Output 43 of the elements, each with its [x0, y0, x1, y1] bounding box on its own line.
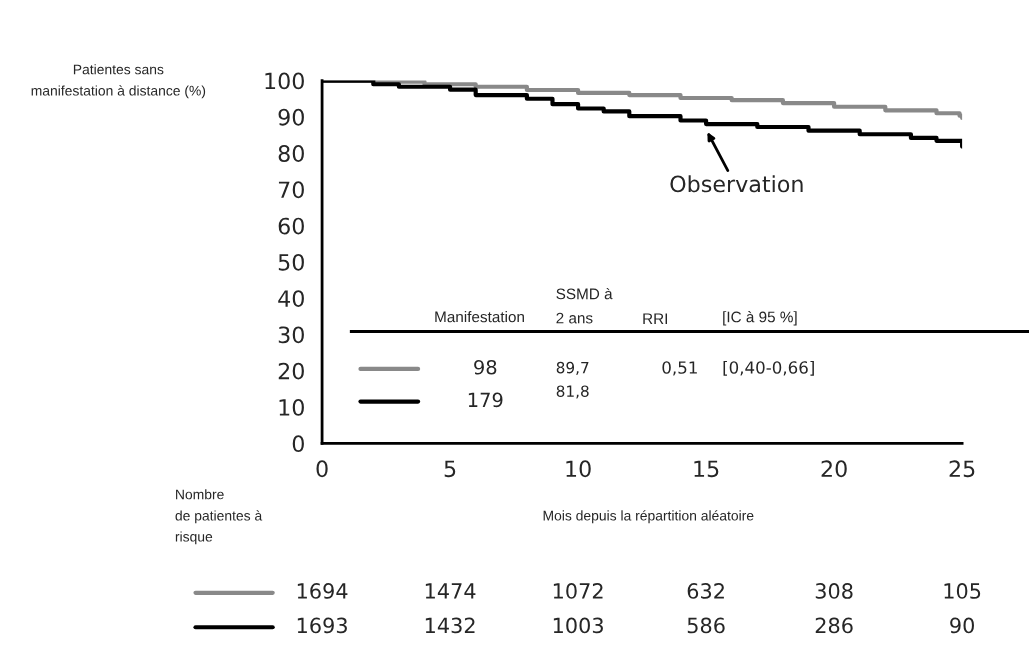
y-tick-label: 40: [278, 290, 304, 307]
x-tick-label: 10: [566, 460, 591, 478]
annotation: 0,51: [662, 361, 697, 376]
annotation: RRI: [643, 313, 667, 324]
text: 90: [950, 617, 974, 634]
y-tick-label: 30: [278, 326, 304, 344]
text: 105: [944, 583, 981, 599]
x-tick-label: 5: [444, 460, 456, 478]
x-tick-label: 20: [821, 460, 847, 478]
x-tick-label: 15: [694, 460, 719, 478]
y-tick-label: 80: [278, 145, 304, 162]
y-tick-label: 70: [278, 181, 304, 199]
text: 1432: [425, 617, 475, 634]
annotation: Manifestation: [435, 311, 524, 323]
text: 286: [815, 617, 853, 634]
x-tick-label: 25: [949, 460, 975, 478]
text: 586: [687, 617, 725, 634]
y-tick-label: 50: [278, 253, 304, 271]
annotation: 89,7: [556, 361, 589, 375]
y-tick-label: 20: [278, 362, 304, 380]
text: 1003: [553, 617, 603, 634]
y-tick-label: 0: [292, 435, 304, 453]
text: 1072: [553, 583, 603, 599]
annotation: 81,8: [556, 385, 589, 399]
text: 1693: [297, 617, 347, 634]
y-tick-label: 60: [278, 217, 304, 235]
text: 1474: [425, 583, 476, 599]
text: 632: [687, 583, 724, 599]
x-tick-label: 0: [316, 460, 328, 478]
text: 1694: [297, 583, 348, 599]
annotation: 179: [468, 392, 503, 408]
y-tick-label: 100: [265, 72, 304, 90]
y-tick-label: 90: [278, 108, 304, 126]
legend-label: Observation: [670, 175, 803, 193]
y-tick-label: 10: [279, 398, 304, 416]
y-axis-title: Patientes sans manifestation à distance (%): [31, 64, 206, 99]
text: 308: [815, 583, 853, 599]
annotation: 98: [474, 359, 497, 375]
annotation: [IC à 95 %]: [723, 310, 797, 326]
annotation: [0,40-0,66]: [723, 360, 814, 376]
annotation: SSMD à 2 ans: [556, 287, 613, 324]
x-axis-title: Mois depuis la répartition aléatoire: [543, 510, 754, 524]
text: Nombre de patientes à risque: [175, 489, 263, 545]
